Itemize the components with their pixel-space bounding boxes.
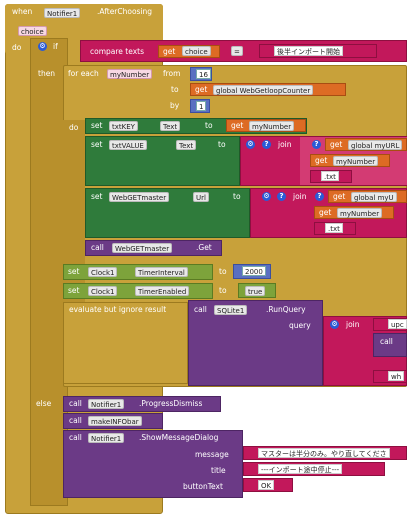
set-label-3: set bbox=[91, 192, 103, 201]
global-myu[interactable]: global myU bbox=[351, 192, 397, 202]
notifier1-dropdown-2[interactable]: Notifier1 bbox=[88, 399, 125, 409]
join-label-2: join bbox=[293, 192, 307, 201]
to-label-2: to bbox=[218, 140, 226, 149]
showmessagedialog-method: .ShowMessageDialog bbox=[139, 433, 219, 442]
get-label-4: get bbox=[333, 192, 346, 201]
loop-var[interactable]: myNumber bbox=[107, 69, 153, 79]
evaluate-block[interactable] bbox=[63, 302, 188, 384]
else-label: else bbox=[36, 399, 52, 408]
makeinfobar-dropdown[interactable]: makeINFObar bbox=[88, 416, 142, 426]
clock1-dropdown[interactable]: Clock1 bbox=[88, 267, 118, 277]
text-prop-dropdown[interactable]: Text bbox=[160, 121, 181, 131]
op-dropdown[interactable]: = bbox=[231, 46, 243, 56]
by-value[interactable]: 1 bbox=[196, 101, 207, 111]
set-label-4: set bbox=[68, 267, 80, 276]
to-label-3: to bbox=[233, 192, 241, 201]
mynumber-dropdown[interactable]: myNumber bbox=[249, 121, 295, 131]
wh-string[interactable]: wh bbox=[388, 371, 405, 381]
message-label: message bbox=[195, 450, 229, 459]
webgetmaster-dropdown[interactable]: WebGETmaster bbox=[109, 192, 170, 202]
to-label: to bbox=[171, 85, 179, 94]
query-label: query bbox=[289, 321, 311, 330]
compare-label: compare texts bbox=[90, 47, 145, 56]
loop-do-label: do bbox=[69, 123, 79, 132]
by-label: by bbox=[170, 101, 180, 110]
set-label-5: set bbox=[68, 286, 80, 295]
do-label: do bbox=[12, 43, 22, 52]
question-icon[interactable]: ? bbox=[262, 140, 271, 149]
get-method: .Get bbox=[196, 243, 212, 252]
get-label-2: get bbox=[330, 140, 343, 149]
call-label-2: call bbox=[194, 305, 207, 314]
question-icon[interactable]: ? bbox=[277, 192, 286, 201]
to-get-label: get bbox=[195, 85, 208, 94]
gear-icon[interactable]: ⚙ bbox=[330, 320, 339, 329]
mynumber-dropdown-2[interactable]: myNumber bbox=[333, 156, 379, 166]
mynumber-dropdown-3[interactable]: myNumber bbox=[337, 208, 383, 218]
progressdismiss-method: .ProgressDismiss bbox=[139, 399, 203, 408]
get-label: get bbox=[163, 47, 176, 56]
choice-param[interactable]: choice bbox=[18, 26, 47, 36]
txt-string-1[interactable]: .txt bbox=[321, 171, 339, 181]
join-label-3: join bbox=[346, 320, 360, 329]
text-prop-dropdown-2[interactable]: Text bbox=[176, 140, 197, 150]
txt-string-2[interactable]: .txt bbox=[325, 223, 343, 233]
if-label: if bbox=[53, 42, 58, 51]
txtvalue-dropdown[interactable]: txtVALUE bbox=[109, 140, 147, 150]
set-label: set bbox=[91, 121, 103, 130]
join-label-1: join bbox=[278, 140, 292, 149]
then-label: then bbox=[38, 69, 56, 78]
notifier1-dropdown-3[interactable]: Notifier1 bbox=[88, 433, 125, 443]
notifier-dropdown[interactable]: Notifier1 bbox=[44, 8, 81, 18]
call-label-3: call bbox=[69, 399, 82, 408]
get-label-1: get bbox=[231, 121, 244, 130]
inner-call-label: call bbox=[380, 337, 393, 346]
call-label-4: call bbox=[69, 416, 82, 425]
to-label-1: to bbox=[205, 121, 213, 130]
title-string[interactable]: ---インポート途中停止--- bbox=[258, 464, 343, 474]
event-name: .AfterChoosing bbox=[97, 7, 153, 16]
title-label: title bbox=[211, 466, 226, 475]
upc-string[interactable]: upc bbox=[388, 319, 407, 329]
choice-dropdown[interactable]: choice bbox=[182, 46, 211, 56]
to-label-4: to bbox=[219, 267, 227, 276]
inner-call-block[interactable] bbox=[373, 333, 407, 357]
from-value[interactable]: 16 bbox=[196, 69, 211, 79]
for-each-label: for each bbox=[68, 69, 99, 78]
question-icon[interactable]: ? bbox=[315, 192, 324, 201]
interval-value[interactable]: 2000 bbox=[242, 266, 266, 276]
timerenabled-dropdown[interactable]: TimerEnabled bbox=[135, 286, 190, 296]
call-label: call bbox=[91, 243, 104, 252]
get-label-5: get bbox=[319, 208, 332, 217]
buttontext-label: buttonText bbox=[183, 482, 223, 491]
to-label-5: to bbox=[219, 286, 227, 295]
webgetmaster-call-dropdown[interactable]: WebGETmaster bbox=[112, 243, 173, 253]
get-label-3: get bbox=[315, 156, 328, 165]
compare-string[interactable]: 後半インポート開始 bbox=[274, 46, 343, 56]
timerinterval-dropdown[interactable]: TimerInterval bbox=[135, 267, 188, 277]
if-block[interactable] bbox=[30, 38, 68, 506]
runquery-block[interactable] bbox=[188, 300, 323, 386]
question-icon[interactable]: ? bbox=[312, 140, 321, 149]
true-dropdown[interactable]: true bbox=[245, 286, 266, 296]
clock1-dropdown-2[interactable]: Clock1 bbox=[88, 286, 118, 296]
gear-icon[interactable]: ⚙ bbox=[38, 42, 47, 51]
to-get-var[interactable]: global WebGetloopCounter bbox=[213, 85, 314, 95]
runquery-method: .RunQuery bbox=[266, 305, 306, 314]
global-myurl[interactable]: global myURL bbox=[348, 140, 403, 150]
evaluate-label: evaluate but ignore result bbox=[69, 305, 167, 314]
url-prop-dropdown[interactable]: Url bbox=[193, 192, 209, 202]
call-label-5: call bbox=[69, 433, 82, 442]
gear-icon[interactable]: ⚙ bbox=[246, 140, 255, 149]
gear-icon[interactable]: ⚙ bbox=[262, 192, 271, 201]
button-string[interactable]: OK bbox=[258, 480, 275, 490]
set-label-2: set bbox=[91, 140, 103, 149]
sqlite1-dropdown[interactable]: SQLite1 bbox=[214, 305, 248, 315]
from-label: from bbox=[163, 69, 181, 78]
message-string[interactable]: マスターは半分のみ。やり直してくださ bbox=[258, 448, 390, 458]
when-label: when bbox=[12, 7, 33, 16]
txtkey-dropdown[interactable]: txtKEY bbox=[109, 121, 138, 131]
